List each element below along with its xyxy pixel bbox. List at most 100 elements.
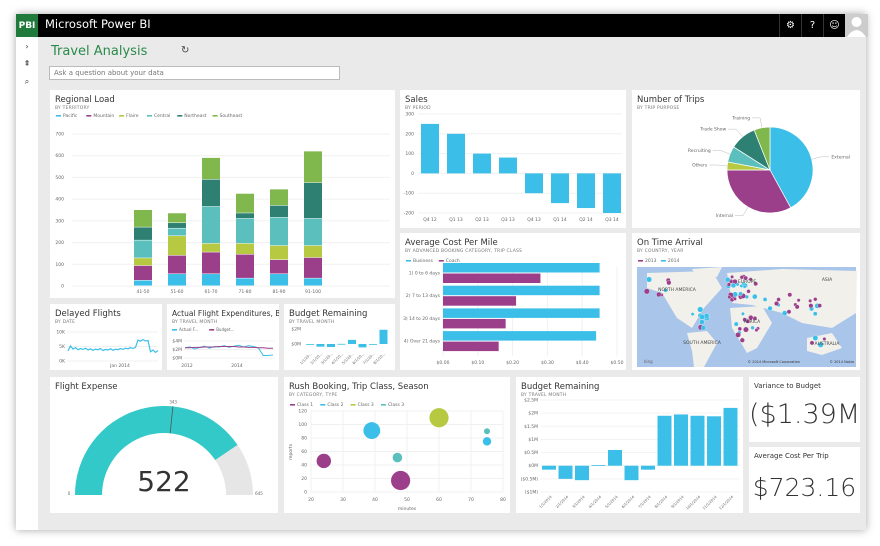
gear-icon[interactable]: ⚙ — [779, 14, 801, 37]
map-point[interactable] — [743, 275, 748, 281]
avg-cost-per-mile-tile[interactable]: Average Cost Per Mile BY ADVANCED BOOKIN… — [400, 233, 626, 370]
flight-expenditures-tile[interactable]: Actual Flight Expenditures, Bu... BY TRA… — [167, 304, 279, 370]
map-point[interactable] — [794, 304, 800, 310]
map-point[interactable] — [808, 299, 813, 303]
map-point[interactable] — [730, 275, 734, 279]
help-icon[interactable]: ? — [801, 14, 823, 37]
map-point[interactable] — [646, 276, 652, 283]
map-point[interactable] — [774, 301, 779, 306]
map-point[interactable] — [786, 309, 792, 315]
tick-label: 41-50 — [136, 289, 149, 295]
map-point[interactable] — [699, 314, 705, 320]
map-point[interactable] — [726, 282, 731, 287]
flight-expense-tile[interactable]: Flight Expense 343 522 0 645 — [50, 377, 278, 513]
tile-title: Average Cost Per Mile — [405, 238, 498, 248]
bubble-class-1[interactable] — [316, 453, 331, 469]
map-point[interactable] — [809, 340, 815, 346]
map-point[interactable] — [745, 319, 751, 324]
bubble-class-2[interactable] — [482, 437, 492, 446]
user-avatar-icon[interactable] — [845, 14, 868, 37]
map-point[interactable] — [812, 335, 819, 341]
map-point[interactable] — [643, 288, 650, 295]
tick-label: 400 — [55, 197, 64, 203]
map-point[interactable] — [733, 321, 739, 327]
region-label: EUROPE — [738, 279, 757, 285]
bubble-class-2[interactable] — [363, 422, 381, 439]
tick-label: ($1M) — [525, 490, 538, 496]
smiley-icon[interactable]: ☺ — [823, 14, 845, 37]
tick-label: -200 — [404, 211, 414, 217]
tile-subtitle: BY ADVANCED BOOKING CATEGORY, TRIP CLASS — [405, 249, 523, 254]
map-point[interactable] — [750, 325, 755, 330]
map-point[interactable] — [767, 305, 773, 311]
map-point[interactable] — [737, 326, 742, 331]
map-point[interactable] — [796, 298, 801, 303]
map-point[interactable] — [739, 284, 744, 288]
map-point[interactable] — [656, 291, 662, 298]
map-point[interactable] — [741, 312, 745, 316]
tick-label: Q2 14 — [579, 217, 593, 223]
map-point[interactable] — [739, 275, 744, 280]
map-point[interactable] — [753, 281, 758, 287]
bar-business — [443, 285, 600, 296]
map-point[interactable] — [822, 337, 827, 341]
refresh-icon[interactable]: ↻ — [181, 45, 190, 56]
search-icon[interactable]: ⌕ — [24, 77, 30, 86]
map-point[interactable] — [762, 297, 768, 302]
pin-icon[interactable]: ⇞ — [23, 59, 31, 68]
variance-to-budget-tile[interactable]: Variance to Budget ($1.39M) — [749, 377, 860, 442]
budget-remaining-small-tile[interactable]: Budget Remaining BY TRAVEL MONTH $2M $0M 1… — [284, 304, 395, 370]
leader-line — [735, 206, 749, 216]
map-point[interactable] — [733, 297, 737, 301]
map-point[interactable] — [754, 328, 759, 332]
number-of-trips-tile[interactable]: Number of Trips BY TRIP PURPOSE External… — [632, 90, 860, 228]
map-point[interactable] — [787, 292, 793, 298]
delayed-flights-tile[interactable]: Delayed Flights BY DATE 0K 5K 10K Jan 2014 — [50, 304, 162, 370]
map-point[interactable] — [727, 295, 732, 299]
budget-remaining-large-tile[interactable]: Budget Remaining BY TRAVEL MONTH ($1M) ($… — [516, 377, 743, 513]
map-point[interactable] — [817, 341, 824, 348]
map-point[interactable] — [697, 306, 704, 313]
expand-chevron-icon[interactable]: › — [25, 42, 29, 51]
map-point[interactable] — [752, 294, 758, 300]
map-point[interactable] — [690, 312, 695, 316]
on-time-arrival-tile[interactable]: On Time Arrival BY COUNTRY, YEAR 2013 201… — [632, 233, 860, 370]
map-point[interactable] — [813, 311, 818, 316]
map-point[interactable] — [746, 289, 751, 294]
map-point[interactable] — [813, 297, 818, 302]
slice-label: Recruiting — [688, 148, 711, 154]
bubble-class-3[interactable] — [484, 428, 490, 435]
map-point[interactable] — [742, 284, 747, 289]
map-point[interactable] — [663, 288, 668, 293]
map-point[interactable] — [739, 337, 745, 343]
map-point[interactable] — [817, 303, 822, 308]
map-point[interactable] — [735, 332, 741, 338]
map-point[interactable] — [699, 319, 705, 325]
map-point[interactable] — [808, 303, 814, 309]
regional-load-tile[interactable]: Regional Load BY TERRITORY Pacific Mounta… — [50, 90, 395, 298]
map-point[interactable] — [748, 277, 753, 282]
map-point[interactable] — [782, 310, 788, 316]
bubble-class-1[interactable] — [391, 470, 411, 491]
map-point[interactable] — [703, 313, 710, 319]
bubble-class-3[interactable] — [392, 452, 403, 463]
qa-input[interactable] — [49, 66, 340, 80]
sales-bar — [473, 153, 491, 174]
map-point[interactable] — [730, 282, 737, 289]
map-point[interactable] — [743, 326, 749, 333]
avg-cost-per-trip-tile[interactable]: Average Cost Per Trip $723.16 — [749, 447, 860, 513]
map-point[interactable] — [752, 316, 758, 321]
map-point[interactable] — [700, 325, 706, 331]
rush-booking-tile[interactable]: Rush Booking, Trip Class, Season BY CATE… — [284, 377, 510, 513]
map-point[interactable] — [738, 291, 743, 296]
pie-slice-internal — [726, 169, 792, 214]
map-point[interactable] — [666, 280, 672, 286]
power-bi-logo[interactable]: PBI — [16, 14, 38, 37]
bar-segment-pacific — [304, 278, 322, 286]
sales-tile[interactable]: Sales BY PERIOD -200 -100 0 100 200 300 Q4 12 Q… — [400, 90, 626, 228]
bar-segment-northeast — [168, 223, 186, 228]
bar-segment-southeast — [202, 157, 220, 180]
map-point[interactable] — [725, 277, 731, 283]
bubble-class-3[interactable] — [429, 408, 449, 428]
map-point[interactable] — [776, 297, 781, 302]
